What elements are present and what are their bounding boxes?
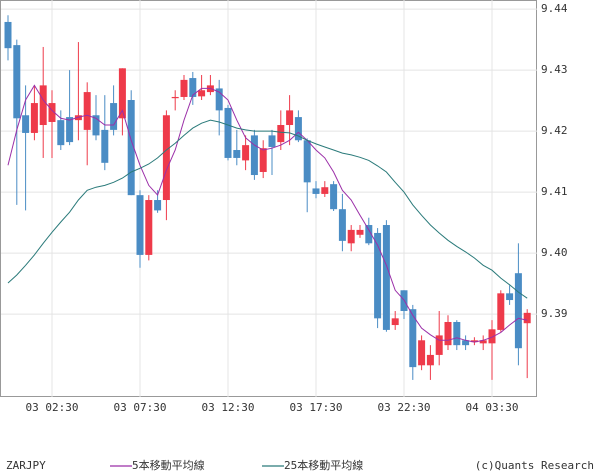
candle-body (374, 232, 382, 319)
candle-body (409, 309, 417, 368)
legend-label: 25本移動平均線 (284, 458, 363, 472)
candle-body (506, 293, 514, 301)
candle-body (57, 120, 65, 146)
candle-body (242, 145, 250, 161)
y-tick-label: 9.43 (541, 63, 568, 76)
candle-body (514, 273, 522, 349)
candle-body (435, 335, 443, 355)
y-tick-label: 9.39 (541, 307, 568, 320)
candle-body (66, 117, 74, 143)
candle-body (83, 92, 91, 130)
credit: (c)Quants Research (475, 459, 594, 472)
x-tick-label: 03 22:30 (378, 401, 431, 414)
candle-body (523, 312, 531, 324)
x-tick-label: 03 12:30 (202, 401, 255, 414)
candle-body (215, 88, 223, 111)
candle-body (250, 135, 258, 176)
candle-body (154, 200, 162, 211)
candle-body (462, 340, 470, 346)
plot-frame (0, 0, 537, 397)
candle-body (92, 115, 100, 136)
candle-body (479, 340, 487, 344)
candle-body (224, 107, 232, 158)
candle-body (268, 135, 276, 147)
candle-body (418, 340, 426, 366)
candle-body (118, 68, 126, 119)
candle-body (171, 96, 179, 99)
candle-body (312, 188, 320, 194)
x-tick-label: 04 03:30 (466, 401, 519, 414)
candle-body (48, 103, 56, 122)
x-tick-label: 03 17:30 (290, 401, 343, 414)
candle-body (321, 187, 329, 194)
candle-body (145, 200, 153, 255)
candle-body (259, 148, 267, 172)
x-tick-label: 03 07:30 (114, 401, 167, 414)
candle-body (277, 125, 285, 143)
candle-body (286, 110, 294, 126)
candle-body (136, 195, 144, 255)
candle-body (303, 140, 311, 183)
candle-body (74, 115, 82, 121)
x-tick-label: 03 02:30 (26, 401, 79, 414)
candle-body (330, 184, 338, 210)
y-tick-label: 9.44 (541, 2, 568, 15)
legend-label: 5本移動平均線 (132, 458, 205, 472)
candle-body (39, 85, 47, 126)
candle-body (22, 115, 30, 133)
y-tick-label: 9.41 (541, 185, 568, 198)
candle-body (356, 229, 364, 235)
candle-body (338, 209, 346, 241)
candle-body (497, 293, 505, 330)
candle-body (488, 329, 496, 344)
candle-body (233, 150, 241, 158)
candle-body (127, 100, 135, 196)
candle-body (294, 117, 302, 141)
candle-body (453, 321, 461, 346)
candle-body (30, 103, 38, 133)
candle-body (470, 340, 478, 343)
y-tick-label: 9.42 (541, 124, 568, 137)
candle-body (110, 103, 118, 130)
candle-body (180, 79, 188, 97)
candle-body (162, 115, 170, 201)
candle-body (365, 225, 373, 244)
candle-body (382, 225, 390, 330)
ma-line (7, 119, 528, 299)
candle-body (101, 129, 109, 163)
chart-title: ZARJPY (6, 459, 46, 472)
y-tick-label: 9.40 (541, 246, 568, 259)
candle-body (391, 318, 399, 326)
candle-body (13, 45, 21, 119)
candle-body (189, 78, 197, 97)
candle-body (347, 229, 355, 244)
ma-line (7, 84, 528, 343)
candle-body (198, 90, 206, 97)
candle-body (426, 354, 434, 366)
candle-body (444, 321, 452, 346)
candle-body (4, 21, 12, 49)
